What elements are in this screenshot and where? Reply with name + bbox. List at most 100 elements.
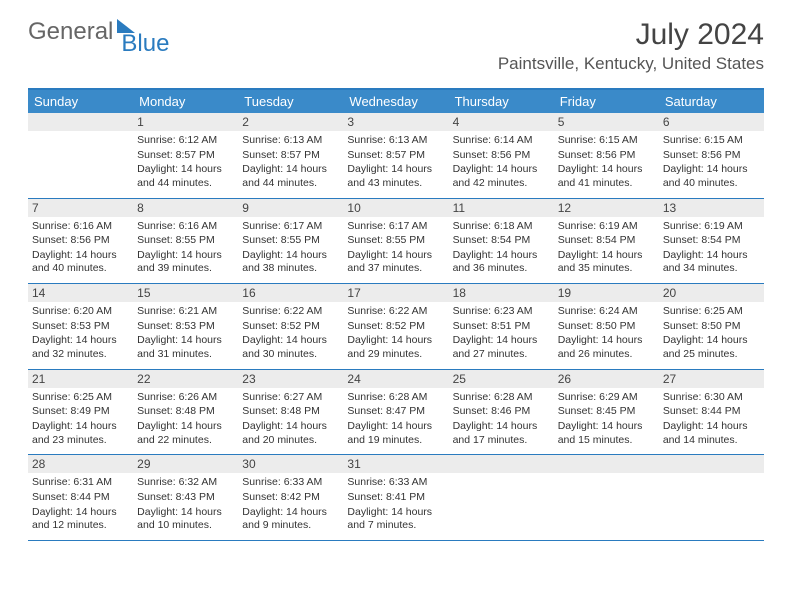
calendar-day-cell: 3 Sunrise: 6:13 AMSunset: 8:57 PMDaylight… (343, 113, 448, 198)
calendar-day-cell: 19Sunrise: 6:24 AMSunset: 8:50 PMDayligh… (554, 284, 659, 369)
sunrise-text: Sunrise: 6:20 AM (32, 305, 129, 319)
day-number: 22 (133, 370, 238, 388)
day-number: 18 (449, 284, 554, 302)
sunset-text: Sunset: 8:48 PM (242, 405, 339, 419)
day-number: 4 (449, 113, 554, 131)
day-number: 24 (343, 370, 448, 388)
daylight-text: Daylight: 14 hours and 44 minutes. (137, 163, 234, 190)
weekday-header: Saturday (659, 90, 764, 113)
calendar-day-cell (449, 455, 554, 540)
day-detail-text: Sunrise: 6:17 AMSunset: 8:55 PMDaylight:… (242, 220, 339, 277)
sunrise-text: Sunrise: 6:25 AM (32, 391, 129, 405)
calendar-day-cell: 20Sunrise: 6:25 AMSunset: 8:50 PMDayligh… (659, 284, 764, 369)
calendar-week-row: 7Sunrise: 6:16 AMSunset: 8:56 PMDaylight… (28, 199, 764, 285)
sunrise-text: Sunrise: 6:21 AM (137, 305, 234, 319)
calendar-day-cell: 5Sunrise: 6:15 AMSunset: 8:56 PMDaylight… (554, 113, 659, 198)
daylight-text: Daylight: 14 hours and 19 minutes. (347, 420, 444, 447)
month-title: July 2024 (498, 18, 764, 52)
day-detail-text: Sunrise: 6:22 AMSunset: 8:52 PMDaylight:… (347, 305, 444, 362)
sunrise-text: Sunrise: 6:13 AM (347, 134, 444, 148)
daylight-text: Daylight: 14 hours and 36 minutes. (453, 249, 550, 276)
daylight-text: Daylight: 14 hours and 25 minutes. (663, 334, 760, 361)
sunset-text: Sunset: 8:57 PM (242, 149, 339, 163)
daylight-text: Daylight: 14 hours and 22 minutes. (137, 420, 234, 447)
weekday-header: Wednesday (343, 90, 448, 113)
day-number: 31 (343, 455, 448, 473)
day-detail-text: Sunrise: 6:20 AMSunset: 8:53 PMDaylight:… (32, 305, 129, 362)
daylight-text: Daylight: 14 hours and 31 minutes. (137, 334, 234, 361)
sunrise-text: Sunrise: 6:16 AM (137, 220, 234, 234)
weekday-header: Thursday (449, 90, 554, 113)
day-detail-text: Sunrise: 6:21 AMSunset: 8:53 PMDaylight:… (137, 305, 234, 362)
calendar-day-cell: 4 Sunrise: 6:14 AMSunset: 8:56 PMDaylight… (449, 113, 554, 198)
sunrise-text: Sunrise: 6:24 AM (558, 305, 655, 319)
day-detail-text: Sunrise: 6:23 AMSunset: 8:51 PMDaylight:… (453, 305, 550, 362)
sunset-text: Sunset: 8:49 PM (32, 405, 129, 419)
sunset-text: Sunset: 8:56 PM (32, 234, 129, 248)
daylight-text: Daylight: 14 hours and 39 minutes. (137, 249, 234, 276)
calendar-day-cell: 21Sunrise: 6:25 AMSunset: 8:49 PMDayligh… (28, 370, 133, 455)
day-number (659, 455, 764, 473)
day-detail-text: Sunrise: 6:18 AMSunset: 8:54 PMDaylight:… (453, 220, 550, 277)
page-header: General Blue July 2024 Paintsville, Kent… (0, 0, 792, 80)
sunrise-text: Sunrise: 6:27 AM (242, 391, 339, 405)
sunset-text: Sunset: 8:57 PM (137, 149, 234, 163)
calendar-day-cell: 17 Sunrise: 6:22 AMSunset: 8:52 PMDayligh… (343, 284, 448, 369)
day-number: 10 (343, 199, 448, 217)
day-number: 2 (238, 113, 343, 131)
day-detail-text: Sunrise: 6:16 AMSunset: 8:55 PMDaylight:… (137, 220, 234, 277)
day-detail-text: Sunrise: 6:30 AMSunset: 8:44 PMDaylight:… (663, 391, 760, 448)
day-number: 28 (28, 455, 133, 473)
day-number (28, 113, 133, 131)
sunset-text: Sunset: 8:44 PM (663, 405, 760, 419)
sunset-text: Sunset: 8:41 PM (347, 491, 444, 505)
sunset-text: Sunset: 8:50 PM (663, 320, 760, 334)
sunrise-text: Sunrise: 6:15 AM (558, 134, 655, 148)
sunset-text: Sunset: 8:46 PM (453, 405, 550, 419)
sunrise-text: Sunrise: 6:29 AM (558, 391, 655, 405)
day-number: 13 (659, 199, 764, 217)
sunset-text: Sunset: 8:53 PM (137, 320, 234, 334)
sunrise-text: Sunrise: 6:19 AM (558, 220, 655, 234)
day-number: 3 (343, 113, 448, 131)
daylight-text: Daylight: 14 hours and 43 minutes. (347, 163, 444, 190)
day-detail-text: Sunrise: 6:31 AMSunset: 8:44 PMDaylight:… (32, 476, 129, 533)
sunset-text: Sunset: 8:52 PM (242, 320, 339, 334)
calendar-day-cell: 31 Sunrise: 6:33 AMSunset: 8:41 PMDayligh… (343, 455, 448, 540)
daylight-text: Daylight: 14 hours and 20 minutes. (242, 420, 339, 447)
day-detail-text: Sunrise: 6:27 AMSunset: 8:48 PMDaylight:… (242, 391, 339, 448)
brand-part1: General (28, 18, 113, 46)
sunset-text: Sunset: 8:55 PM (137, 234, 234, 248)
calendar-day-cell: 1Sunrise: 6:12 AMSunset: 8:57 PMDaylight… (133, 113, 238, 198)
day-number: 6 (659, 113, 764, 131)
day-number: 9 (238, 199, 343, 217)
calendar-day-cell: 12Sunrise: 6:19 AMSunset: 8:54 PMDayligh… (554, 199, 659, 284)
daylight-text: Daylight: 14 hours and 40 minutes. (663, 163, 760, 190)
day-number: 8 (133, 199, 238, 217)
sunset-text: Sunset: 8:55 PM (242, 234, 339, 248)
sunset-text: Sunset: 8:44 PM (32, 491, 129, 505)
day-number: 12 (554, 199, 659, 217)
sunrise-text: Sunrise: 6:17 AM (347, 220, 444, 234)
day-detail-text: Sunrise: 6:24 AMSunset: 8:50 PMDaylight:… (558, 305, 655, 362)
sunrise-text: Sunrise: 6:18 AM (453, 220, 550, 234)
day-detail-text: Sunrise: 6:33 AMSunset: 8:41 PMDaylight:… (347, 476, 444, 533)
day-detail-text: Sunrise: 6:26 AMSunset: 8:48 PMDaylight:… (137, 391, 234, 448)
day-detail-text: Sunrise: 6:14 AMSunset: 8:56 PMDaylight:… (453, 134, 550, 191)
day-number: 17 (343, 284, 448, 302)
sunset-text: Sunset: 8:57 PM (347, 149, 444, 163)
sunrise-text: Sunrise: 6:26 AM (137, 391, 234, 405)
day-number: 15 (133, 284, 238, 302)
day-number: 23 (238, 370, 343, 388)
sunrise-text: Sunrise: 6:25 AM (663, 305, 760, 319)
day-detail-text: Sunrise: 6:17 AMSunset: 8:55 PMDaylight:… (347, 220, 444, 277)
brand-part2: Blue (121, 30, 169, 58)
sunrise-text: Sunrise: 6:12 AM (137, 134, 234, 148)
sunrise-text: Sunrise: 6:13 AM (242, 134, 339, 148)
calendar-day-cell: 2Sunrise: 6:13 AMSunset: 8:57 PMDaylight… (238, 113, 343, 198)
sunrise-text: Sunrise: 6:15 AM (663, 134, 760, 148)
day-number: 11 (449, 199, 554, 217)
daylight-text: Daylight: 14 hours and 32 minutes. (32, 334, 129, 361)
weekday-header: Sunday (28, 90, 133, 113)
sunrise-text: Sunrise: 6:33 AM (347, 476, 444, 490)
